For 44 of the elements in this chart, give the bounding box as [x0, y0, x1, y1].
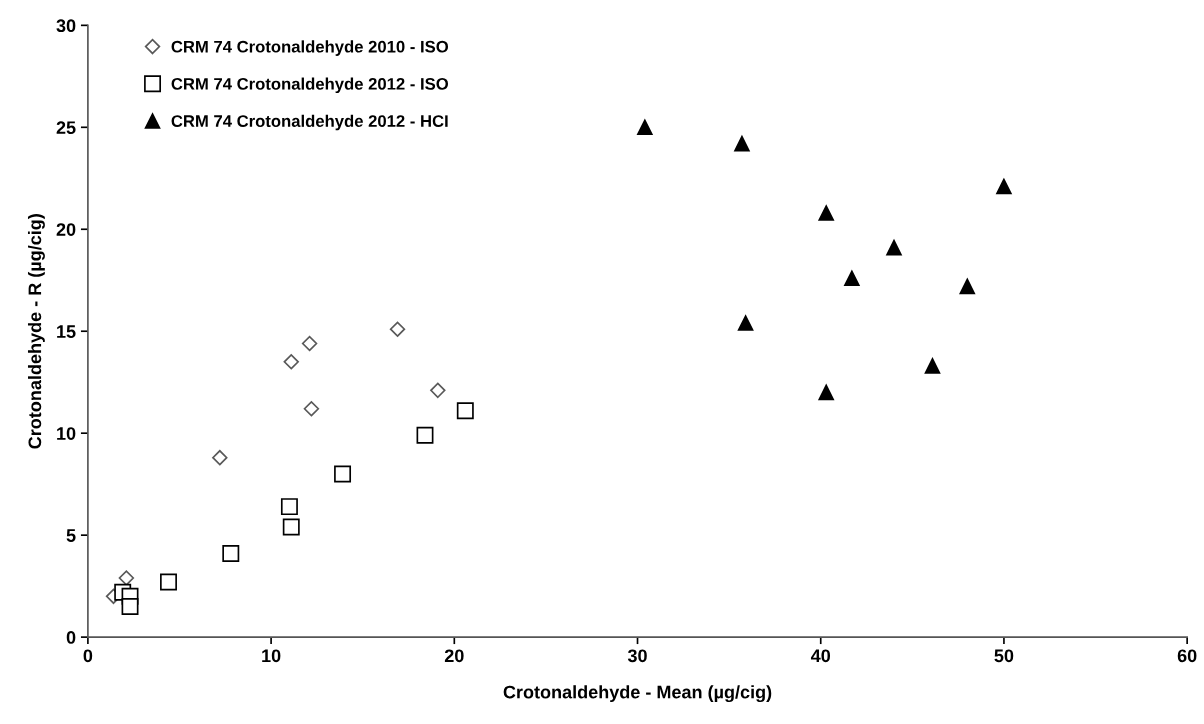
y-tick-label: 15	[57, 325, 76, 338]
point	[996, 178, 1012, 195]
point	[160, 573, 177, 591]
point	[924, 358, 941, 374]
legend-label: CRM 74 Crotonaldehyde 2012 - ISO	[171, 77, 449, 94]
x-tick-label: 40	[810, 649, 831, 663]
point	[959, 278, 976, 295]
point	[118, 570, 135, 586]
legend-label: CRM 74 Crotonaldehyde 2012 - HCI	[171, 114, 448, 131]
y-tick-label: 20	[56, 223, 76, 236]
point	[416, 426, 434, 444]
point	[737, 315, 754, 331]
y-axis-title: Crotonaldehyde - R (µg/cig)	[27, 214, 45, 449]
x-tick-label: 50	[994, 649, 1014, 663]
point	[637, 119, 653, 136]
y-tick-label: 25	[56, 121, 76, 135]
x-tick-label: 60	[1177, 649, 1197, 663]
point	[334, 465, 352, 483]
point	[389, 321, 406, 337]
point	[222, 545, 240, 562]
legend-label: CRM 74 Crotonaldehyde 2010 - ISO	[171, 40, 449, 56]
point	[734, 135, 750, 152]
point	[303, 401, 320, 417]
point	[456, 402, 474, 420]
point	[301, 335, 318, 352]
y-tick-label: 30	[56, 19, 76, 33]
x-tick-label: 30	[627, 649, 647, 663]
y-tick-label: 5	[66, 529, 76, 542]
point	[280, 498, 298, 516]
point	[430, 382, 446, 399]
point	[121, 598, 139, 616]
point	[818, 205, 835, 221]
point	[844, 270, 860, 286]
x-tick-label: 10	[262, 649, 281, 663]
x-axis-title: Crotonaldehyde - Mean (µg/cig)	[503, 685, 772, 703]
point	[212, 449, 228, 466]
y-tick-label: 10	[57, 427, 76, 440]
y-tick-label: 0	[66, 631, 76, 644]
point	[818, 384, 835, 401]
point	[282, 518, 300, 536]
point	[886, 239, 902, 256]
x-tick-label: 20	[444, 649, 464, 663]
x-tick-label: 0	[83, 649, 93, 663]
point	[283, 354, 299, 370]
